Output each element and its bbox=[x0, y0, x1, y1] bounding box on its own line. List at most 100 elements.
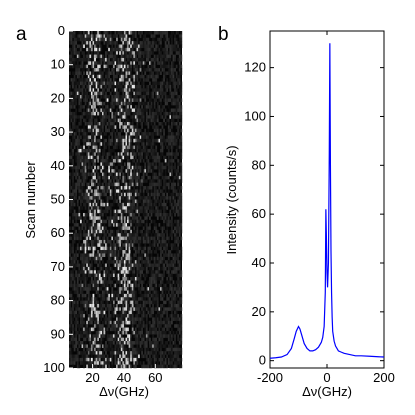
heatmap-cell bbox=[92, 212, 95, 217]
heatmap-cell bbox=[138, 132, 140, 136]
heatmap-cell bbox=[175, 152, 178, 156]
heatmap-cell bbox=[136, 44, 139, 49]
heatmap-cell bbox=[172, 57, 175, 62]
heatmap-cell bbox=[134, 51, 137, 55]
heatmap-cell bbox=[145, 320, 148, 325]
heatmap-cell bbox=[163, 37, 165, 42]
heatmap-cell bbox=[139, 192, 142, 197]
heatmap-cell bbox=[175, 138, 178, 143]
heatmap-cell bbox=[79, 219, 82, 224]
heatmap-cell bbox=[98, 105, 101, 109]
heatmap-cell bbox=[105, 162, 107, 166]
heatmap-cell bbox=[149, 297, 151, 301]
heatmap-cell bbox=[133, 81, 136, 86]
heatmap-cell bbox=[158, 327, 161, 332]
heatmap-cell bbox=[97, 206, 100, 210]
heatmap-cell bbox=[169, 155, 172, 160]
heatmap-cell bbox=[180, 41, 183, 45]
heatmap-cell bbox=[128, 182, 131, 187]
heatmap-cell bbox=[128, 47, 131, 52]
heatmap-cell bbox=[78, 277, 81, 281]
heatmap-cell bbox=[145, 111, 148, 116]
heatmap-cell bbox=[119, 209, 121, 214]
heatmap-cell bbox=[142, 317, 145, 322]
heatmap-cell bbox=[167, 51, 170, 55]
heatmap-cell bbox=[97, 239, 100, 244]
heatmap-cell bbox=[106, 236, 109, 241]
heatmap-cell bbox=[166, 152, 169, 156]
heatmap-cell bbox=[114, 78, 117, 82]
heatmap-cell bbox=[83, 314, 85, 318]
heatmap-cell bbox=[153, 57, 156, 62]
heatmap-cell bbox=[142, 246, 145, 251]
heatmap-cell bbox=[100, 223, 103, 227]
heatmap-cell bbox=[86, 236, 89, 241]
heatmap-cell bbox=[114, 186, 117, 190]
heatmap-cell bbox=[122, 199, 125, 204]
heatmap-cell bbox=[114, 283, 117, 288]
heatmap-cell bbox=[103, 175, 106, 180]
heatmap-cell bbox=[98, 189, 101, 193]
heatmap-cell bbox=[180, 121, 183, 126]
heatmap-cell bbox=[116, 142, 118, 146]
heatmap-cell bbox=[72, 189, 74, 193]
heatmap-cell bbox=[133, 266, 136, 271]
heatmap-cell bbox=[84, 266, 87, 271]
heatmap-cell bbox=[84, 78, 87, 82]
heatmap-cell bbox=[177, 260, 180, 264]
heatmap-cell bbox=[128, 263, 131, 268]
heatmap-cell bbox=[125, 337, 128, 342]
heatmap-cell bbox=[128, 44, 131, 49]
heatmap-cell bbox=[164, 88, 167, 92]
heatmap-cell bbox=[69, 47, 71, 52]
heatmap-cell bbox=[158, 199, 161, 204]
heatmap-cell bbox=[125, 51, 128, 55]
heatmap-cell bbox=[98, 54, 101, 59]
heatmap-cell bbox=[128, 128, 131, 133]
heatmap-cell bbox=[73, 105, 76, 109]
heatmap-cell bbox=[84, 128, 87, 133]
heatmap-cell bbox=[163, 320, 165, 325]
heatmap-cell bbox=[128, 91, 131, 96]
heatmap-cell bbox=[92, 88, 95, 92]
heatmap-cell bbox=[103, 34, 106, 38]
heatmap-cell bbox=[130, 64, 132, 69]
heatmap-cell bbox=[139, 229, 142, 234]
heatmap-cell bbox=[138, 175, 140, 180]
heatmap-cell bbox=[133, 260, 136, 264]
heatmap-cell bbox=[76, 243, 79, 247]
heatmap-cell bbox=[171, 260, 173, 264]
heatmap-cell bbox=[105, 68, 107, 72]
heatmap-cell bbox=[169, 320, 172, 325]
heatmap-cell bbox=[79, 34, 82, 38]
heatmap-cell bbox=[128, 212, 131, 217]
heatmap-cell bbox=[116, 266, 118, 271]
heatmap-cell bbox=[152, 243, 154, 247]
heatmap-cell bbox=[94, 260, 96, 264]
heatmap-cell bbox=[75, 165, 78, 170]
heatmap-cell bbox=[87, 293, 90, 298]
heatmap-cell bbox=[76, 212, 79, 217]
heatmap-cell bbox=[69, 196, 71, 200]
heatmap-cell bbox=[89, 152, 92, 156]
heatmap-cell bbox=[150, 253, 153, 257]
heatmap-cell bbox=[156, 192, 159, 197]
heatmap-cell bbox=[125, 206, 128, 210]
heatmap-cell bbox=[147, 236, 150, 241]
heatmap-cell bbox=[87, 118, 90, 123]
heatmap-cell bbox=[134, 57, 137, 62]
heatmap-cell bbox=[166, 101, 169, 106]
heatmap-cell bbox=[70, 155, 73, 160]
heatmap-cell bbox=[178, 324, 181, 328]
heatmap-cell bbox=[92, 61, 95, 65]
heatmap-cell bbox=[117, 57, 120, 62]
heatmap-cell bbox=[114, 334, 117, 338]
heatmap-cell bbox=[72, 303, 74, 308]
heatmap-cell bbox=[153, 68, 156, 72]
heatmap-cell bbox=[172, 209, 175, 214]
heatmap-cell bbox=[133, 243, 136, 247]
heatmap-cell bbox=[108, 37, 111, 42]
heatmap-cell bbox=[136, 206, 139, 210]
heatmap-cell bbox=[122, 324, 125, 328]
heatmap-cell bbox=[117, 256, 120, 261]
